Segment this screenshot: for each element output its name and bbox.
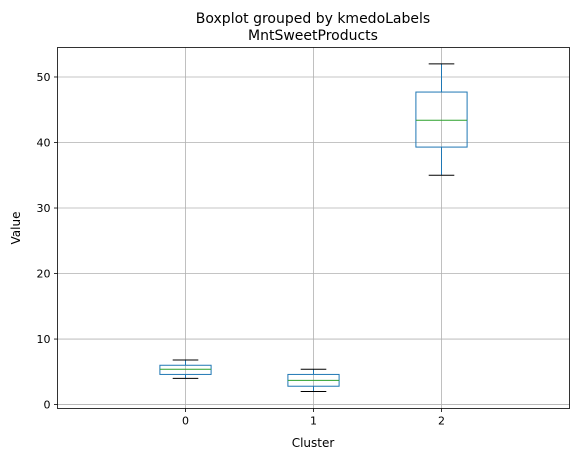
chart-suptitle: Boxplot grouped by kmedoLabels — [196, 11, 430, 27]
box-cluster-1 — [287, 368, 340, 392]
y-tick-label: 10 — [37, 333, 51, 346]
box-iqr — [159, 364, 212, 375]
y-tick-label: 40 — [37, 137, 51, 150]
y-tick-label: 50 — [37, 71, 51, 84]
x-tick-label: 0 — [182, 415, 189, 428]
y-axis-label: Value — [9, 212, 23, 245]
chart-title: MntSweetProducts — [248, 28, 378, 44]
box-cluster-0 — [159, 359, 212, 379]
x-axis-label: Cluster — [292, 436, 335, 450]
box-iqr — [415, 91, 468, 148]
box-cluster-2 — [415, 63, 468, 176]
y-tick-label: 30 — [37, 202, 51, 215]
boxes — [159, 63, 468, 392]
y-tick-label: 0 — [44, 399, 51, 412]
x-tick-label: 1 — [310, 415, 317, 428]
grid — [57, 47, 570, 409]
x-tick-label: 2 — [438, 415, 445, 428]
y-tick-label: 20 — [37, 268, 51, 281]
